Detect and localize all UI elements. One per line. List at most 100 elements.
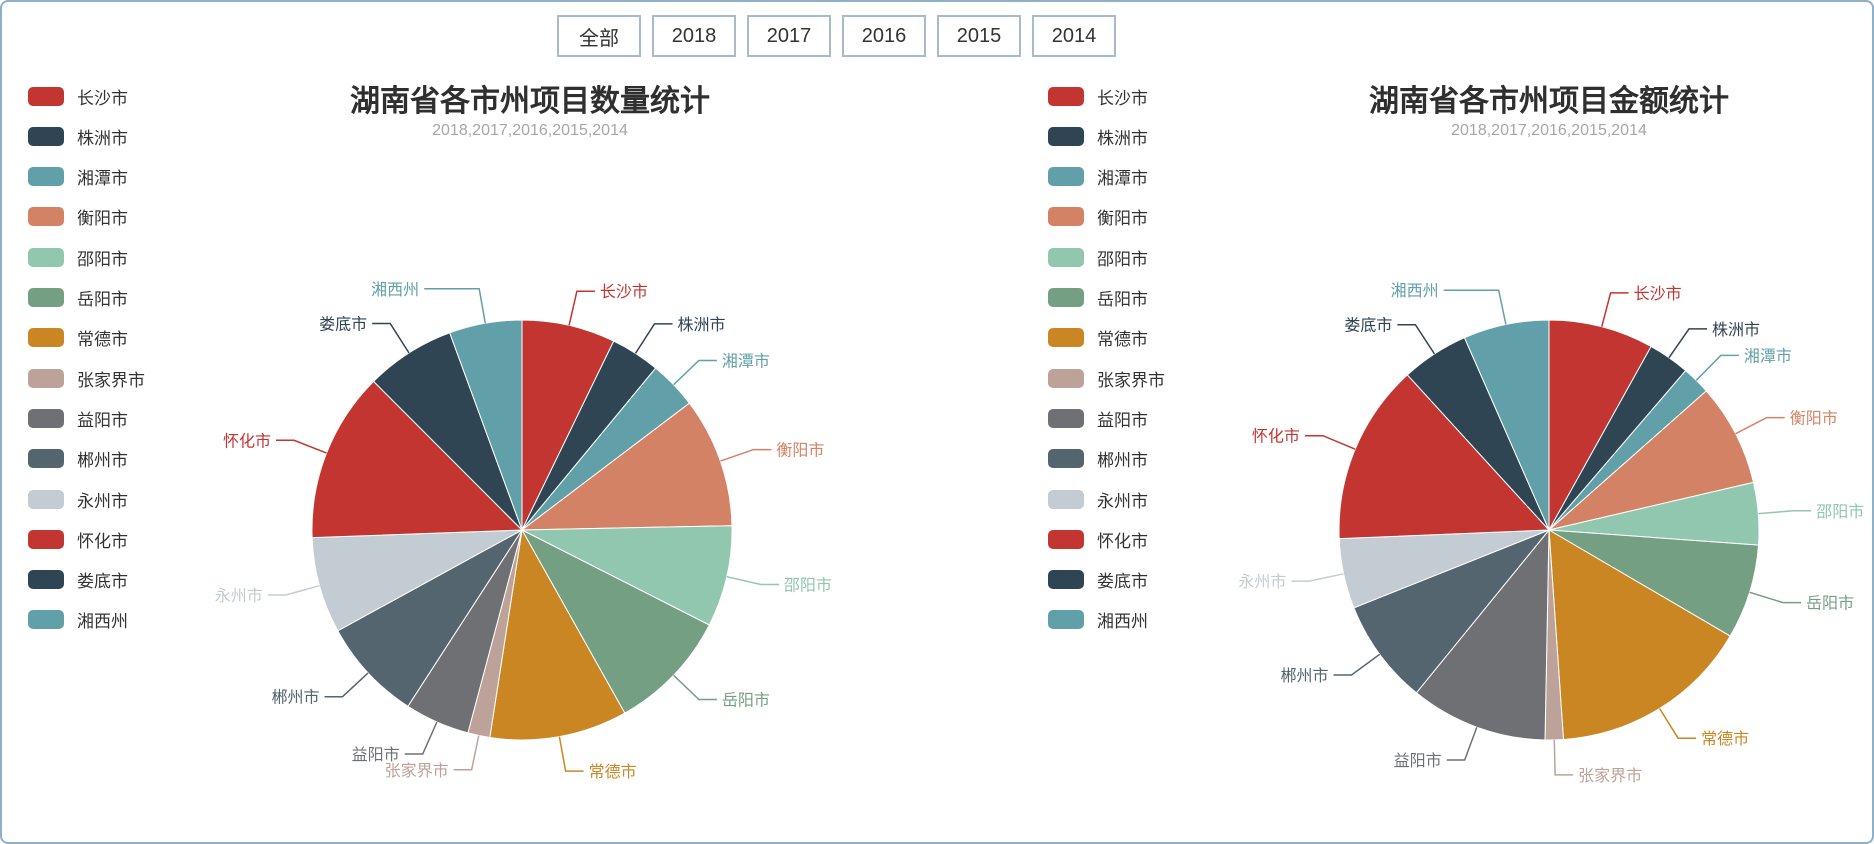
pie-slice-callout-label-湘潭市: 湘潭市	[1744, 347, 1792, 365]
pie-label-line-长沙市	[1601, 292, 1629, 327]
legend-swatch	[1048, 328, 1084, 348]
legend-item-怀化市[interactable]: 怀化市	[1048, 529, 1148, 551]
legend-swatch	[28, 449, 64, 469]
legend-item-岳阳市[interactable]: 岳阳市	[1048, 288, 1148, 309]
pie-slice-callout-label-衡阳市: 衡阳市	[776, 442, 824, 460]
pie-label-line-益阳市	[1446, 726, 1478, 761]
pie-slice-永州市[interactable]	[311, 529, 523, 632]
pie-slice-湘西州[interactable]	[449, 319, 523, 531]
legend-label: 邵阳市	[1097, 249, 1148, 269]
legend-item-湘西州[interactable]: 湘西州	[1048, 610, 1148, 631]
legend-item-湘潭市[interactable]: 湘潭市	[28, 167, 128, 189]
legend-swatch	[1048, 167, 1084, 187]
legend-item-益阳市[interactable]: 益阳市	[1048, 408, 1148, 430]
legend-label: 娄底市	[1097, 572, 1148, 592]
legend-item-衡阳市[interactable]: 衡阳市	[1048, 207, 1148, 229]
legend-swatch	[28, 86, 64, 106]
filter-button-2014[interactable]: 2014	[1032, 15, 1116, 57]
legend-label: 岳阳市	[77, 290, 128, 309]
legend-label: 长沙市	[77, 88, 128, 108]
legend-item-株洲市[interactable]: 株洲市	[1048, 126, 1148, 148]
legend-label: 常德市	[1097, 330, 1148, 350]
legend-swatch	[1048, 126, 1084, 146]
pie-slice-邵阳市[interactable]	[521, 525, 733, 626]
legend-swatch	[1048, 247, 1084, 267]
legend-item-益阳市[interactable]: 益阳市	[28, 408, 128, 430]
legend-item-衡阳市[interactable]: 衡阳市	[28, 207, 128, 228]
legend-label: 岳阳市	[1097, 290, 1148, 309]
legend-label: 株洲市	[77, 128, 128, 148]
filter-button-2018[interactable]: 2018	[652, 15, 736, 57]
pie-slice-callout-label-郴州市: 郴州市	[1280, 667, 1328, 685]
filter-button-2016[interactable]: 2016	[842, 15, 926, 57]
legend-item-永州市[interactable]: 永州市	[28, 489, 128, 511]
pie-label-line-株洲市	[1668, 328, 1707, 359]
legend-item-郴州市[interactable]: 郴州市	[1048, 449, 1148, 470]
legend-item-岳阳市[interactable]: 岳阳市	[28, 288, 128, 309]
legend-swatch	[28, 489, 64, 509]
legend-item-永州市[interactable]: 永州市	[1048, 489, 1148, 511]
pie-slice-callout-label-怀化市: 怀化市	[223, 432, 271, 450]
pie-slice-怀化市[interactable]	[311, 380, 524, 539]
pie-label-line-湘潭市	[1695, 354, 1739, 381]
legend-item-邵阳市[interactable]: 邵阳市	[28, 247, 128, 269]
legend-label: 衡阳市	[1097, 209, 1148, 229]
legend-item-邵阳市[interactable]: 邵阳市	[1048, 247, 1148, 269]
pie-slice-callout-label-湘潭市: 湘潭市	[722, 353, 770, 371]
filter-button-all[interactable]: 全部	[557, 15, 641, 57]
pie-slice-岳阳市[interactable]	[520, 528, 710, 714]
pie-slice-衡阳市[interactable]	[520, 402, 733, 531]
pie-slice-callout-label-株洲市: 株洲市	[1712, 321, 1760, 339]
pie-slice-衡阳市[interactable]	[1548, 390, 1755, 531]
legend-swatch	[28, 288, 64, 307]
pie-slice-callout-label-常德市: 常德市	[1701, 730, 1749, 748]
legend-item-常德市[interactable]: 常德市	[28, 328, 128, 349]
pie-label-line-益阳市	[404, 721, 438, 755]
legend-item-长沙市[interactable]: 长沙市	[28, 86, 128, 108]
legend-swatch	[1048, 449, 1084, 469]
legend-swatch	[28, 167, 64, 187]
legend-item-常德市[interactable]: 常德市	[1048, 328, 1148, 350]
filter-button-2015[interactable]: 2015	[937, 15, 1021, 57]
legend-item-长沙市[interactable]: 长沙市	[1048, 86, 1148, 108]
chart-title-count: 湖南省各市州项目数量统计	[350, 85, 710, 118]
legend-item-郴州市[interactable]: 郴州市	[28, 449, 128, 470]
legend-item-娄底市[interactable]: 娄底市	[1048, 570, 1148, 592]
legend-label: 湘潭市	[1097, 169, 1148, 189]
pie-label-line-常德市	[1658, 708, 1697, 739]
legend-item-娄底市[interactable]: 娄底市	[28, 570, 128, 591]
legend-label: 湘西州	[77, 612, 128, 632]
legend-item-株洲市[interactable]: 株洲市	[28, 126, 128, 148]
filter-button-2017[interactable]: 2017	[747, 15, 831, 57]
pie-label-line-邵阳市	[1758, 510, 1812, 515]
legend-swatch	[1048, 408, 1084, 428]
pie-label-line-娄底市	[372, 322, 410, 354]
legend-label: 湘潭市	[77, 169, 128, 189]
legend-item-张家界市[interactable]: 张家界市	[28, 368, 145, 390]
legend-swatch	[28, 126, 64, 146]
pie-slice-常德市[interactable]	[1548, 529, 1731, 741]
legend-label: 张家界市	[77, 370, 145, 390]
pie-slice-callout-label-永州市: 永州市	[215, 587, 263, 605]
legend-item-张家界市[interactable]: 张家界市	[1048, 368, 1165, 390]
pie-label-line-常德市	[558, 736, 584, 772]
pie-label-line-衡阳市	[720, 448, 772, 462]
legend-item-湘潭市[interactable]: 湘潭市	[1048, 167, 1148, 189]
pie-slice-callout-label-郴州市: 郴州市	[271, 689, 319, 707]
pie-label-line-长沙市	[568, 290, 595, 326]
pie-slice-callout-label-湘西州: 湘西州	[1391, 282, 1439, 300]
legend-item-湘西州[interactable]: 湘西州	[28, 610, 128, 632]
legend-item-怀化市[interactable]: 怀化市	[28, 529, 128, 551]
legend-swatch	[1048, 288, 1084, 307]
legend-label: 张家界市	[1097, 370, 1165, 390]
legend-label: 永州市	[77, 491, 128, 511]
pie-label-line-张家界市	[453, 735, 480, 771]
pie-label-line-郴州市	[1333, 653, 1381, 676]
legend-label: 永州市	[1097, 491, 1148, 511]
pie-slice-郴州市[interactable]	[337, 529, 523, 707]
legend-swatch	[28, 570, 64, 590]
pie-slice-郴州市[interactable]	[1353, 528, 1551, 694]
pie-slice-callout-label-邵阳市: 邵阳市	[1816, 503, 1864, 521]
pie-label-line-湘西州	[424, 288, 487, 324]
pie-slice-长沙市[interactable]	[1548, 319, 1652, 532]
